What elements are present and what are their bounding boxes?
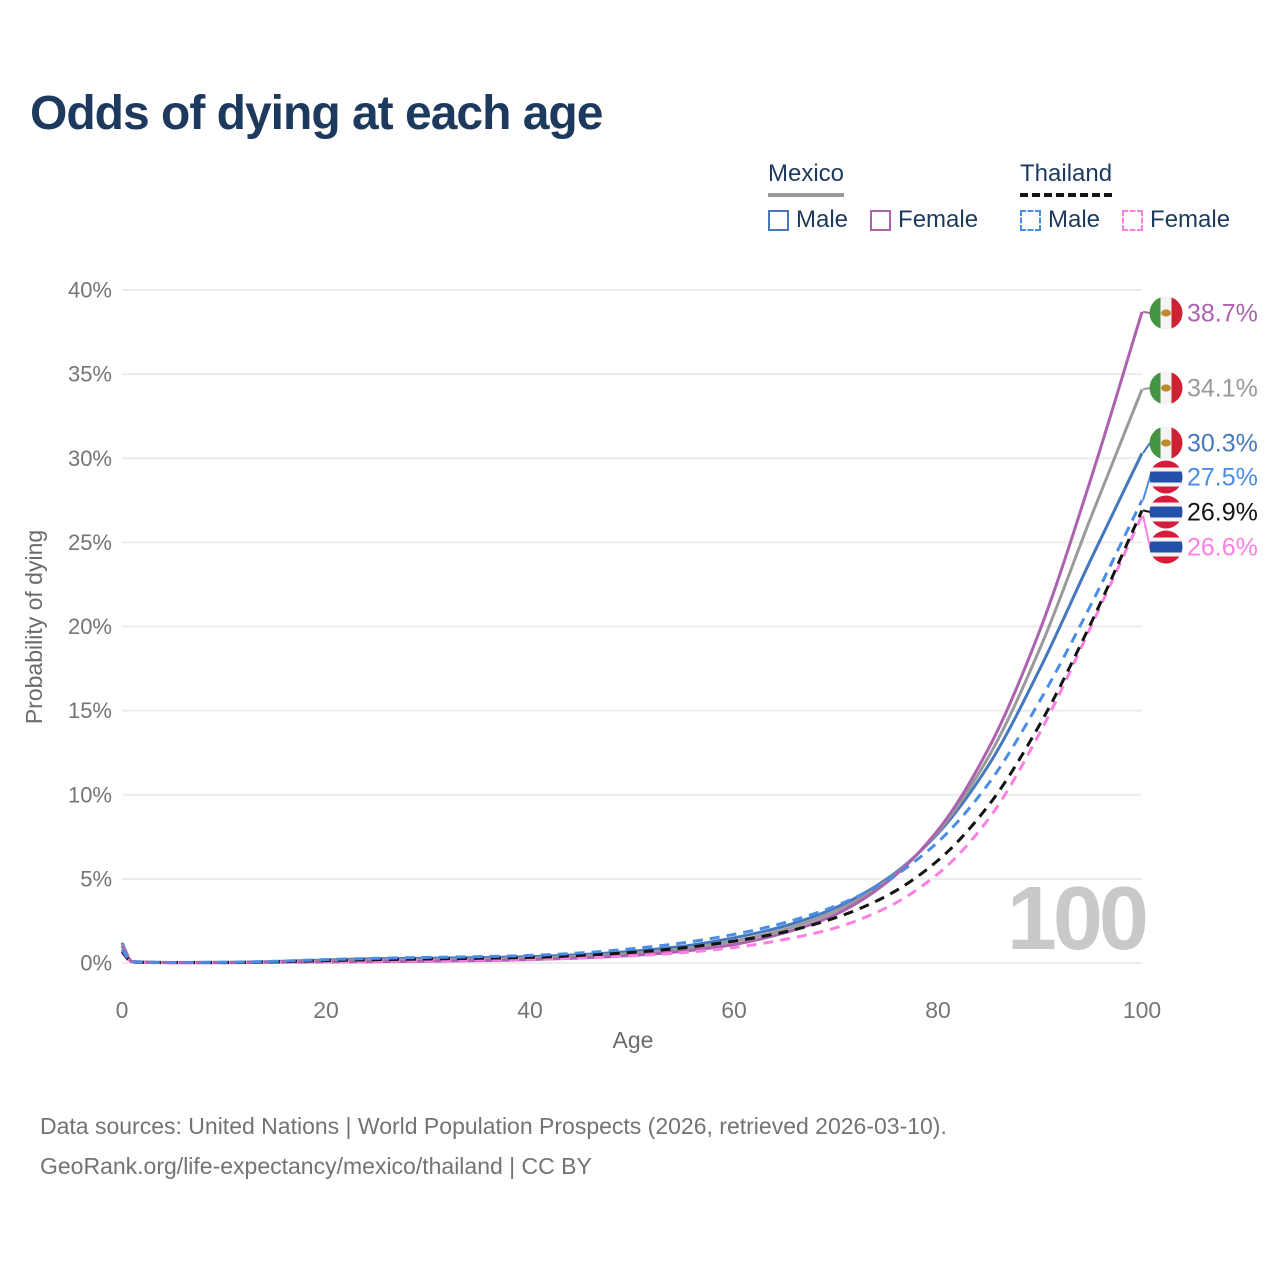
x-axis-title: Age [613,1027,654,1053]
legend-item-thailand-female[interactable]: Female [1122,206,1230,234]
mexico-flag-icon [1149,371,1183,405]
legend-item-mexico-male[interactable]: Male [768,206,848,234]
line-chart: 0% 5% 10% 15% 20% 25% 30% 35% 40% 0 20 40 60 80 100 Age… [21,278,1258,1054]
legend-label: Female [898,206,979,233]
end-label-thailand_female: 26.6% [1187,534,1258,562]
y-tick-label: 15% [68,698,112,723]
legend-item-mexico-female[interactable]: Female [870,206,978,234]
y-tick-label: 30% [68,446,112,471]
x-tick-label: 40 [517,997,543,1023]
y-axis-title: Probability of dying [21,530,47,724]
age-watermark: 100 [1006,869,1149,969]
chart-canvas: 0% 5% 10% 15% 20% 25% 30% 35% 40% 0 20 40 60 80 100 Age… [21,278,1258,1054]
mexico-male-swatch-icon [768,209,789,231]
mexico-flag-icon [1149,426,1183,460]
thailand-flag-icon [1149,495,1183,529]
legend-label: Male [796,206,849,233]
y-tick-label: 25% [68,530,112,555]
x-tick-label: 80 [925,997,951,1023]
thailand-female-swatch-icon [1122,209,1144,231]
source-line-1: Data sources: United Nations | World Pop… [40,1113,947,1139]
page-title: Odds of dying at each age [30,87,603,140]
series-line-mexico_female [120,311,1144,965]
chart-legend: Mexico Male Female Thailand Male Female [0,160,1280,250]
end-label-mexico_female: 38.7% [1187,300,1258,328]
y-tick-label: 5% [80,866,112,891]
end-label-thailand_all: 26.9% [1187,499,1258,527]
legend-group-mexico: Mexico Male Female [768,160,978,234]
x-tick-label: 60 [721,997,747,1023]
legend-mexico-header: Mexico [768,160,845,197]
source-line-2: GeoRank.org/life-expectancy/mexico/thail… [40,1153,592,1179]
x-tick-label: 100 [1123,997,1161,1023]
y-tick-label: 10% [68,782,112,807]
legend-label: Female [1150,206,1231,233]
y-tick-label: 35% [68,362,112,387]
thailand-flag-icon [1149,530,1183,564]
legend-thailand-header: Thailand [1020,160,1113,197]
y-tick-label: 40% [68,278,112,303]
source-text: Data sources: United Nations | World Pop… [40,1106,947,1186]
y-tick-label: 0% [80,951,112,976]
mexico-female-swatch-icon [870,209,892,231]
x-tick-label: 0 [116,997,129,1023]
end-label-mexico_all: 34.1% [1187,375,1258,403]
end-label-thailand_male: 27.5% [1187,464,1258,492]
end-label-mexico_male: 30.3% [1187,430,1258,458]
y-tick-label: 20% [68,614,112,639]
legend-label: Male [1048,206,1101,233]
series-line-thailand_male [120,499,1144,965]
mexico-flag-icon [1149,296,1183,330]
thailand-flag-icon [1149,460,1183,494]
legend-item-thailand-male[interactable]: Male [1020,206,1100,234]
legend-group-thailand: Thailand Male Female [1020,160,1230,234]
x-tick-label: 20 [313,997,339,1023]
thailand-male-swatch-icon [1020,209,1041,231]
